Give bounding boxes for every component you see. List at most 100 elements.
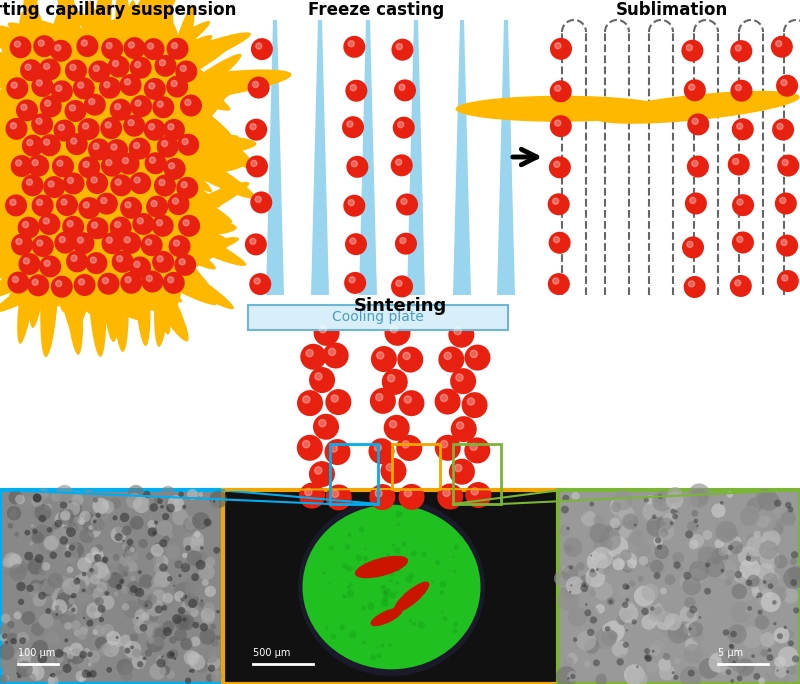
Circle shape bbox=[746, 536, 767, 557]
Circle shape bbox=[216, 610, 220, 614]
Circle shape bbox=[87, 652, 93, 657]
Circle shape bbox=[78, 557, 92, 572]
Circle shape bbox=[94, 610, 102, 618]
Circle shape bbox=[783, 568, 800, 589]
Circle shape bbox=[159, 539, 167, 547]
Circle shape bbox=[778, 646, 798, 668]
Ellipse shape bbox=[107, 54, 233, 140]
Circle shape bbox=[180, 563, 189, 572]
Circle shape bbox=[135, 100, 141, 106]
Circle shape bbox=[788, 507, 794, 512]
Ellipse shape bbox=[41, 101, 170, 176]
Ellipse shape bbox=[108, 40, 234, 112]
Circle shape bbox=[183, 220, 189, 226]
Circle shape bbox=[55, 668, 62, 675]
Circle shape bbox=[619, 552, 638, 570]
Circle shape bbox=[573, 637, 578, 642]
Circle shape bbox=[628, 607, 635, 614]
Circle shape bbox=[644, 561, 650, 567]
Circle shape bbox=[369, 438, 394, 464]
Circle shape bbox=[167, 277, 174, 283]
Circle shape bbox=[682, 237, 704, 259]
Circle shape bbox=[661, 618, 681, 637]
Circle shape bbox=[74, 629, 81, 637]
Circle shape bbox=[689, 561, 710, 581]
Circle shape bbox=[55, 531, 62, 538]
Circle shape bbox=[776, 235, 798, 256]
Circle shape bbox=[190, 668, 194, 673]
Circle shape bbox=[90, 257, 97, 263]
Circle shape bbox=[4, 675, 10, 681]
Circle shape bbox=[581, 511, 597, 526]
Circle shape bbox=[125, 549, 138, 562]
Circle shape bbox=[54, 512, 70, 527]
Circle shape bbox=[687, 241, 693, 248]
Circle shape bbox=[182, 505, 186, 509]
Circle shape bbox=[134, 261, 140, 267]
Circle shape bbox=[716, 560, 737, 579]
Text: 5 µm: 5 µm bbox=[718, 648, 743, 658]
Circle shape bbox=[146, 553, 154, 560]
Circle shape bbox=[38, 488, 50, 500]
Circle shape bbox=[781, 511, 796, 526]
Circle shape bbox=[783, 626, 787, 629]
Circle shape bbox=[17, 674, 22, 679]
Circle shape bbox=[771, 523, 784, 536]
Circle shape bbox=[342, 116, 364, 138]
Circle shape bbox=[70, 526, 76, 533]
Circle shape bbox=[648, 605, 666, 622]
Ellipse shape bbox=[50, 66, 201, 129]
Circle shape bbox=[86, 672, 92, 678]
Ellipse shape bbox=[48, 120, 181, 159]
Circle shape bbox=[166, 670, 174, 679]
Ellipse shape bbox=[119, 147, 220, 207]
Circle shape bbox=[566, 577, 584, 594]
Ellipse shape bbox=[14, 215, 128, 288]
Circle shape bbox=[123, 37, 146, 59]
Circle shape bbox=[50, 551, 57, 559]
Ellipse shape bbox=[0, 25, 95, 92]
Circle shape bbox=[730, 541, 742, 554]
Circle shape bbox=[210, 624, 216, 630]
Circle shape bbox=[44, 536, 59, 551]
Ellipse shape bbox=[9, 14, 129, 107]
Circle shape bbox=[644, 627, 654, 637]
Circle shape bbox=[90, 514, 107, 531]
Circle shape bbox=[562, 565, 578, 582]
Circle shape bbox=[122, 544, 128, 550]
Circle shape bbox=[138, 608, 142, 612]
Circle shape bbox=[86, 172, 108, 194]
Circle shape bbox=[775, 192, 797, 215]
Ellipse shape bbox=[27, 80, 137, 160]
Ellipse shape bbox=[0, 51, 109, 146]
Circle shape bbox=[178, 614, 194, 631]
Circle shape bbox=[642, 608, 649, 615]
Circle shape bbox=[195, 560, 206, 570]
Circle shape bbox=[31, 114, 53, 135]
Ellipse shape bbox=[50, 50, 178, 105]
Circle shape bbox=[116, 642, 122, 647]
Circle shape bbox=[170, 653, 174, 657]
Circle shape bbox=[33, 494, 42, 503]
Circle shape bbox=[106, 237, 113, 244]
Ellipse shape bbox=[68, 0, 185, 145]
Circle shape bbox=[122, 603, 130, 611]
Circle shape bbox=[157, 502, 170, 515]
Circle shape bbox=[652, 491, 673, 512]
Circle shape bbox=[101, 500, 114, 514]
Circle shape bbox=[349, 583, 353, 586]
Ellipse shape bbox=[114, 0, 132, 116]
Circle shape bbox=[106, 667, 112, 673]
Circle shape bbox=[652, 640, 665, 653]
Circle shape bbox=[26, 140, 33, 146]
Circle shape bbox=[629, 581, 635, 587]
Circle shape bbox=[66, 527, 76, 537]
Circle shape bbox=[34, 525, 51, 542]
Circle shape bbox=[24, 551, 34, 561]
Ellipse shape bbox=[40, 33, 142, 127]
Circle shape bbox=[126, 539, 134, 545]
Circle shape bbox=[88, 138, 110, 161]
Circle shape bbox=[689, 627, 692, 631]
Circle shape bbox=[253, 81, 258, 88]
Circle shape bbox=[571, 492, 580, 500]
